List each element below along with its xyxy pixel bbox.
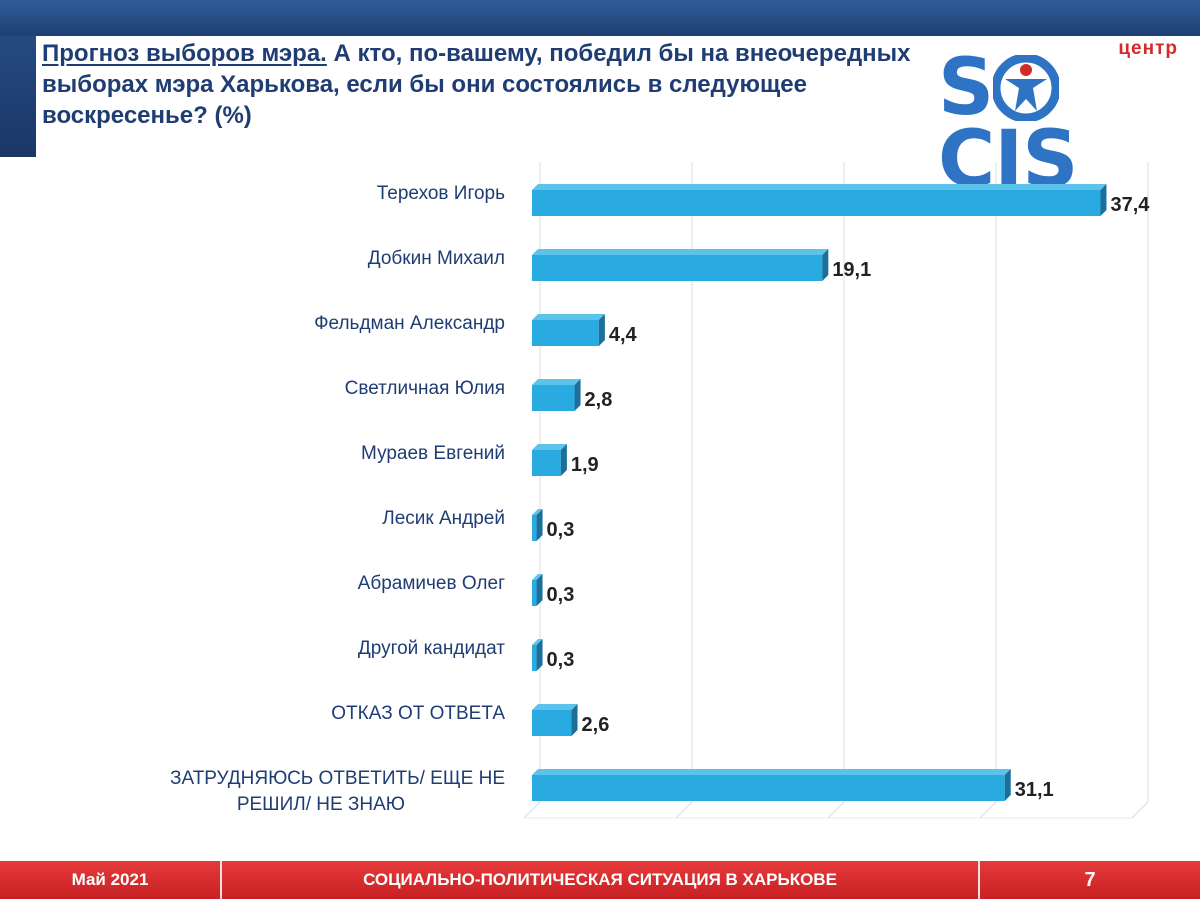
category-label: Мураев Евгений — [361, 443, 505, 464]
value-label: 0,3 — [547, 584, 575, 606]
bar — [532, 184, 1107, 216]
bar-top — [532, 704, 578, 710]
bar-side — [822, 249, 829, 281]
bar — [532, 379, 581, 411]
footer-divider — [220, 861, 222, 899]
bar-top — [532, 639, 543, 645]
gridline-foot — [1131, 801, 1149, 819]
category-label: Светличная Юлия — [345, 378, 505, 399]
bar-front — [532, 190, 1101, 216]
value-label: 2,6 — [582, 714, 610, 736]
socis-logo: центр S CIS — [938, 38, 1188, 199]
bar — [532, 639, 543, 671]
category-label: Абрамичев Олег — [358, 573, 505, 594]
bar-top — [532, 379, 581, 385]
bar-side — [1004, 769, 1011, 801]
bar-top — [532, 184, 1107, 190]
bar-top — [532, 249, 829, 255]
gridline-foot — [523, 801, 541, 819]
value-label: 4,4 — [609, 324, 638, 346]
bar-front — [532, 580, 537, 606]
bar-side — [571, 704, 578, 736]
category-label: ОТКАЗ ОТ ОТВЕТА — [331, 703, 505, 724]
bar-side — [598, 314, 605, 346]
bar-front — [532, 320, 599, 346]
bar-front — [532, 645, 537, 671]
bar-top — [532, 314, 605, 320]
footer-date: Май 2021 — [71, 870, 149, 889]
bar-front — [532, 450, 561, 476]
bar — [532, 509, 543, 541]
bar — [532, 444, 567, 476]
title-question: А кто, по-вашему, победил бы на внеочере… — [42, 40, 911, 129]
page-title: Прогноз выборов мэра. А кто, по-вашему, … — [42, 38, 942, 131]
bar-top — [532, 769, 1011, 775]
category-label: Терехов Игорь — [377, 183, 505, 204]
bar — [532, 574, 543, 606]
bar — [532, 769, 1011, 801]
value-label: 37,4 — [1110, 194, 1150, 216]
category-label: Лесик Андрей — [382, 508, 505, 529]
bar-front — [532, 710, 572, 736]
footer-divider — [978, 861, 980, 899]
title-topic: Прогноз выборов мэра. — [42, 40, 327, 67]
bar-top — [532, 444, 567, 450]
bar-side — [536, 639, 543, 671]
bar-chart: 37,4 Терехов Игорь 19,1 Добкин Михаил 4,4 Фел… — [170, 162, 1150, 819]
bar-side — [1100, 184, 1107, 216]
value-label: 19,1 — [832, 259, 871, 281]
value-label: 0,3 — [547, 519, 575, 541]
bar-side — [536, 509, 543, 541]
header-band — [0, 0, 1200, 36]
category-label: Добкин Михаил — [368, 248, 505, 269]
bar — [532, 704, 578, 736]
category-label: Другой кандидат — [358, 638, 505, 659]
bar-side — [560, 444, 567, 476]
value-label: 1,9 — [571, 454, 599, 476]
logo-top-text: центр — [1118, 38, 1178, 59]
bar-top — [532, 574, 543, 580]
bar — [532, 314, 605, 346]
gridline-foot — [675, 801, 693, 819]
bar-side — [536, 574, 543, 606]
bar-front — [532, 255, 823, 281]
gridline-foot — [979, 801, 997, 819]
footer-bar: Май 2021 СОЦИАЛЬНО-ПОЛИТИЧЕСКАЯ СИТУАЦИЯ… — [0, 861, 1200, 899]
bar-front — [532, 515, 537, 541]
footer-title: СОЦИАЛЬНО-ПОЛИТИЧЕСКАЯ СИТУАЦИЯ В ХАРЬКО… — [363, 870, 837, 889]
logo-letter-s: S — [938, 43, 994, 133]
gridline-foot — [827, 801, 845, 819]
category-label: ЗАТРУДНЯЮСЬ ОТВЕТИТЬ/ ЕЩЕ НЕ РЕШИЛ/ НЕ ЗН… — [170, 768, 505, 815]
bar — [532, 249, 829, 281]
page-number: 7 — [1084, 869, 1096, 891]
value-label: 31,1 — [1015, 779, 1054, 801]
value-label: 0,3 — [547, 649, 575, 671]
bar-front — [532, 385, 575, 411]
value-label: 2,8 — [585, 389, 613, 411]
bar-side — [574, 379, 581, 411]
header-accent — [0, 36, 36, 157]
bar-top — [532, 509, 543, 515]
category-label: Фельдман Александр — [314, 313, 505, 334]
person-circle-icon — [993, 55, 1060, 121]
logo-word: S CIS — [938, 43, 1188, 199]
bar-front — [532, 775, 1005, 801]
